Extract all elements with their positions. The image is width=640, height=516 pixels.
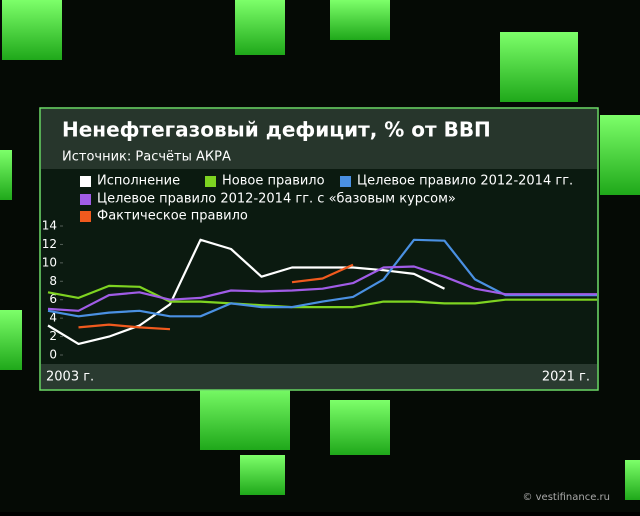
series-line xyxy=(47,265,597,312)
x-tick-label: 2003 г. xyxy=(46,370,94,385)
legend-label: Новое правило xyxy=(222,174,325,189)
y-tick-label: 2 xyxy=(49,329,57,343)
chart-title: Ненефтегазовый дефицит, % от ВВП xyxy=(62,118,491,142)
y-tick-label: 0 xyxy=(49,348,57,362)
x-tick-label: 2021 г. xyxy=(542,370,590,385)
legend-swatch xyxy=(205,176,216,187)
y-tick-label: 4 xyxy=(49,311,57,325)
legend-swatch xyxy=(80,194,91,205)
legend-label: Исполнение xyxy=(97,174,180,189)
y-tick-label: 8 xyxy=(49,274,57,288)
legend-swatch xyxy=(80,211,91,222)
y-tick-label: 10 xyxy=(42,255,57,269)
chart-subtitle: Источник: Расчёты АКРА xyxy=(62,150,231,165)
legend-swatch xyxy=(340,176,351,187)
watermark: © vestifinance.ru xyxy=(522,492,610,503)
legend-label: Целевое правило 2012-2014 гг. с «базовым… xyxy=(97,192,456,207)
legend-label: Фактическое правило xyxy=(97,209,248,224)
series-line xyxy=(78,263,354,331)
y-tick-label: 12 xyxy=(42,237,57,251)
decor-cubes xyxy=(0,0,640,500)
x-axis-band xyxy=(41,364,597,389)
y-tick-label: 14 xyxy=(42,219,57,233)
y-tick-label: 6 xyxy=(49,292,57,306)
legend-swatch xyxy=(80,176,91,187)
header xyxy=(41,109,597,169)
legend-label: Целевое правило 2012-2014 гг. xyxy=(357,174,573,189)
series-line xyxy=(47,284,597,309)
